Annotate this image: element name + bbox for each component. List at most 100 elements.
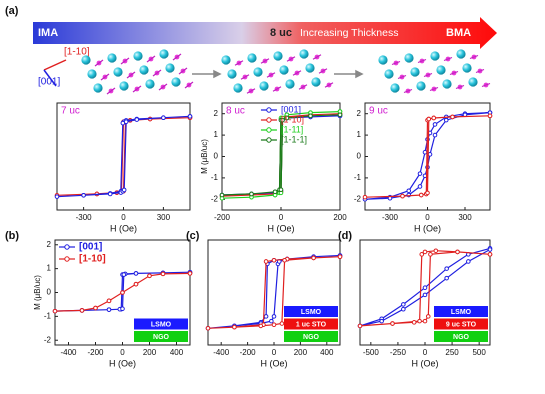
x-tick-label: -300 bbox=[382, 213, 399, 222]
layer-box bbox=[434, 306, 488, 317]
spin-arrow bbox=[152, 69, 162, 77]
spin-arrow bbox=[324, 82, 334, 88]
spin-arrow bbox=[423, 72, 433, 78]
point bbox=[422, 292, 428, 298]
y-tick-label: 0 bbox=[47, 288, 52, 297]
layer-box bbox=[134, 318, 188, 330]
spin-arrow bbox=[397, 74, 407, 80]
y-tick-label: 1 bbox=[357, 130, 362, 139]
point bbox=[400, 193, 405, 199]
atom bbox=[221, 55, 231, 65]
atom bbox=[87, 69, 97, 79]
thickness-label: 8 uc bbox=[226, 106, 245, 117]
point bbox=[443, 117, 449, 123]
panel-label: (c) bbox=[186, 230, 200, 242]
atom bbox=[113, 67, 123, 77]
point bbox=[106, 307, 112, 312]
point bbox=[406, 188, 412, 194]
loop-line bbox=[56, 117, 191, 196]
atom bbox=[165, 63, 175, 73]
arrow-head bbox=[213, 69, 222, 79]
y-tick-label: 2 bbox=[214, 109, 219, 118]
point bbox=[232, 324, 237, 330]
point bbox=[426, 116, 432, 122]
spin-arrow bbox=[120, 57, 130, 65]
layer-box bbox=[134, 331, 188, 342]
point bbox=[279, 321, 285, 326]
plot-frame bbox=[56, 102, 191, 211]
x-tick-label: 0 bbox=[121, 213, 126, 222]
point bbox=[417, 184, 423, 189]
y-tick-label: -1 bbox=[211, 173, 219, 182]
y-tick-label: 2 bbox=[357, 109, 362, 118]
atom bbox=[253, 67, 263, 77]
panel-label: (d) bbox=[338, 230, 352, 242]
spin-arrow bbox=[391, 60, 401, 66]
x-tick-label: 0 bbox=[272, 348, 277, 357]
point bbox=[422, 149, 428, 155]
layer-label: NGO bbox=[153, 334, 170, 341]
point bbox=[187, 271, 193, 276]
y-tick-label: -2 bbox=[211, 194, 219, 203]
spin-arrow bbox=[318, 68, 328, 74]
point bbox=[258, 323, 264, 329]
point bbox=[417, 318, 422, 324]
point bbox=[120, 306, 125, 312]
x-tick-label: 0 bbox=[423, 348, 428, 357]
point bbox=[444, 266, 449, 271]
layer-label: LSMO bbox=[451, 309, 472, 316]
point bbox=[432, 122, 438, 127]
atom bbox=[442, 79, 452, 89]
point bbox=[425, 314, 431, 319]
layer-label: NGO bbox=[303, 334, 320, 341]
point bbox=[205, 325, 211, 331]
point bbox=[133, 271, 139, 276]
process-arrows bbox=[192, 69, 364, 79]
y-axis-label: M (μB/uc) bbox=[33, 275, 42, 310]
spin-arrow bbox=[260, 58, 270, 64]
spin-arrow bbox=[132, 85, 142, 93]
x-axis-label: H (Oe) bbox=[261, 358, 288, 368]
thickness-label: 9 uc bbox=[369, 106, 388, 117]
point bbox=[52, 308, 58, 314]
bar-text: Increasing Thickness bbox=[300, 27, 398, 39]
spin-arrow bbox=[272, 86, 282, 92]
point bbox=[133, 281, 139, 287]
y-tick-label: 2 bbox=[47, 240, 52, 249]
spin-arrow bbox=[443, 56, 453, 62]
point bbox=[455, 249, 460, 255]
legend-label: [1-10] bbox=[79, 254, 106, 265]
point bbox=[337, 112, 343, 118]
point bbox=[357, 323, 363, 329]
arrow-head bbox=[355, 69, 364, 79]
point bbox=[278, 187, 284, 192]
legend-marker bbox=[266, 107, 272, 113]
point bbox=[487, 247, 493, 252]
atom bbox=[390, 83, 400, 93]
atom bbox=[259, 81, 269, 91]
point bbox=[432, 132, 438, 138]
loop-line bbox=[364, 115, 491, 198]
x-tick-label: 0 bbox=[425, 213, 430, 222]
point bbox=[54, 194, 60, 199]
x-tick-label: 0 bbox=[120, 348, 125, 357]
point bbox=[121, 272, 127, 277]
x-tick-label: -500 bbox=[363, 348, 380, 357]
atom bbox=[273, 51, 283, 61]
x-axis-label: H (Oe) bbox=[109, 358, 136, 368]
x-tick-label: 500 bbox=[472, 348, 486, 357]
atom bbox=[93, 83, 103, 93]
layer-box bbox=[434, 318, 488, 330]
atom bbox=[107, 53, 117, 63]
spin-arrow bbox=[234, 60, 244, 66]
point bbox=[120, 290, 125, 295]
point bbox=[418, 192, 424, 198]
y-axis-label: M (μB/uc) bbox=[200, 139, 209, 174]
point bbox=[269, 318, 274, 324]
point bbox=[411, 320, 417, 325]
x-tick-label: -300 bbox=[76, 213, 93, 222]
x-tick-label: -200 bbox=[214, 213, 231, 222]
atom bbox=[81, 55, 91, 65]
spin-arrow bbox=[455, 84, 465, 90]
point bbox=[444, 275, 449, 281]
